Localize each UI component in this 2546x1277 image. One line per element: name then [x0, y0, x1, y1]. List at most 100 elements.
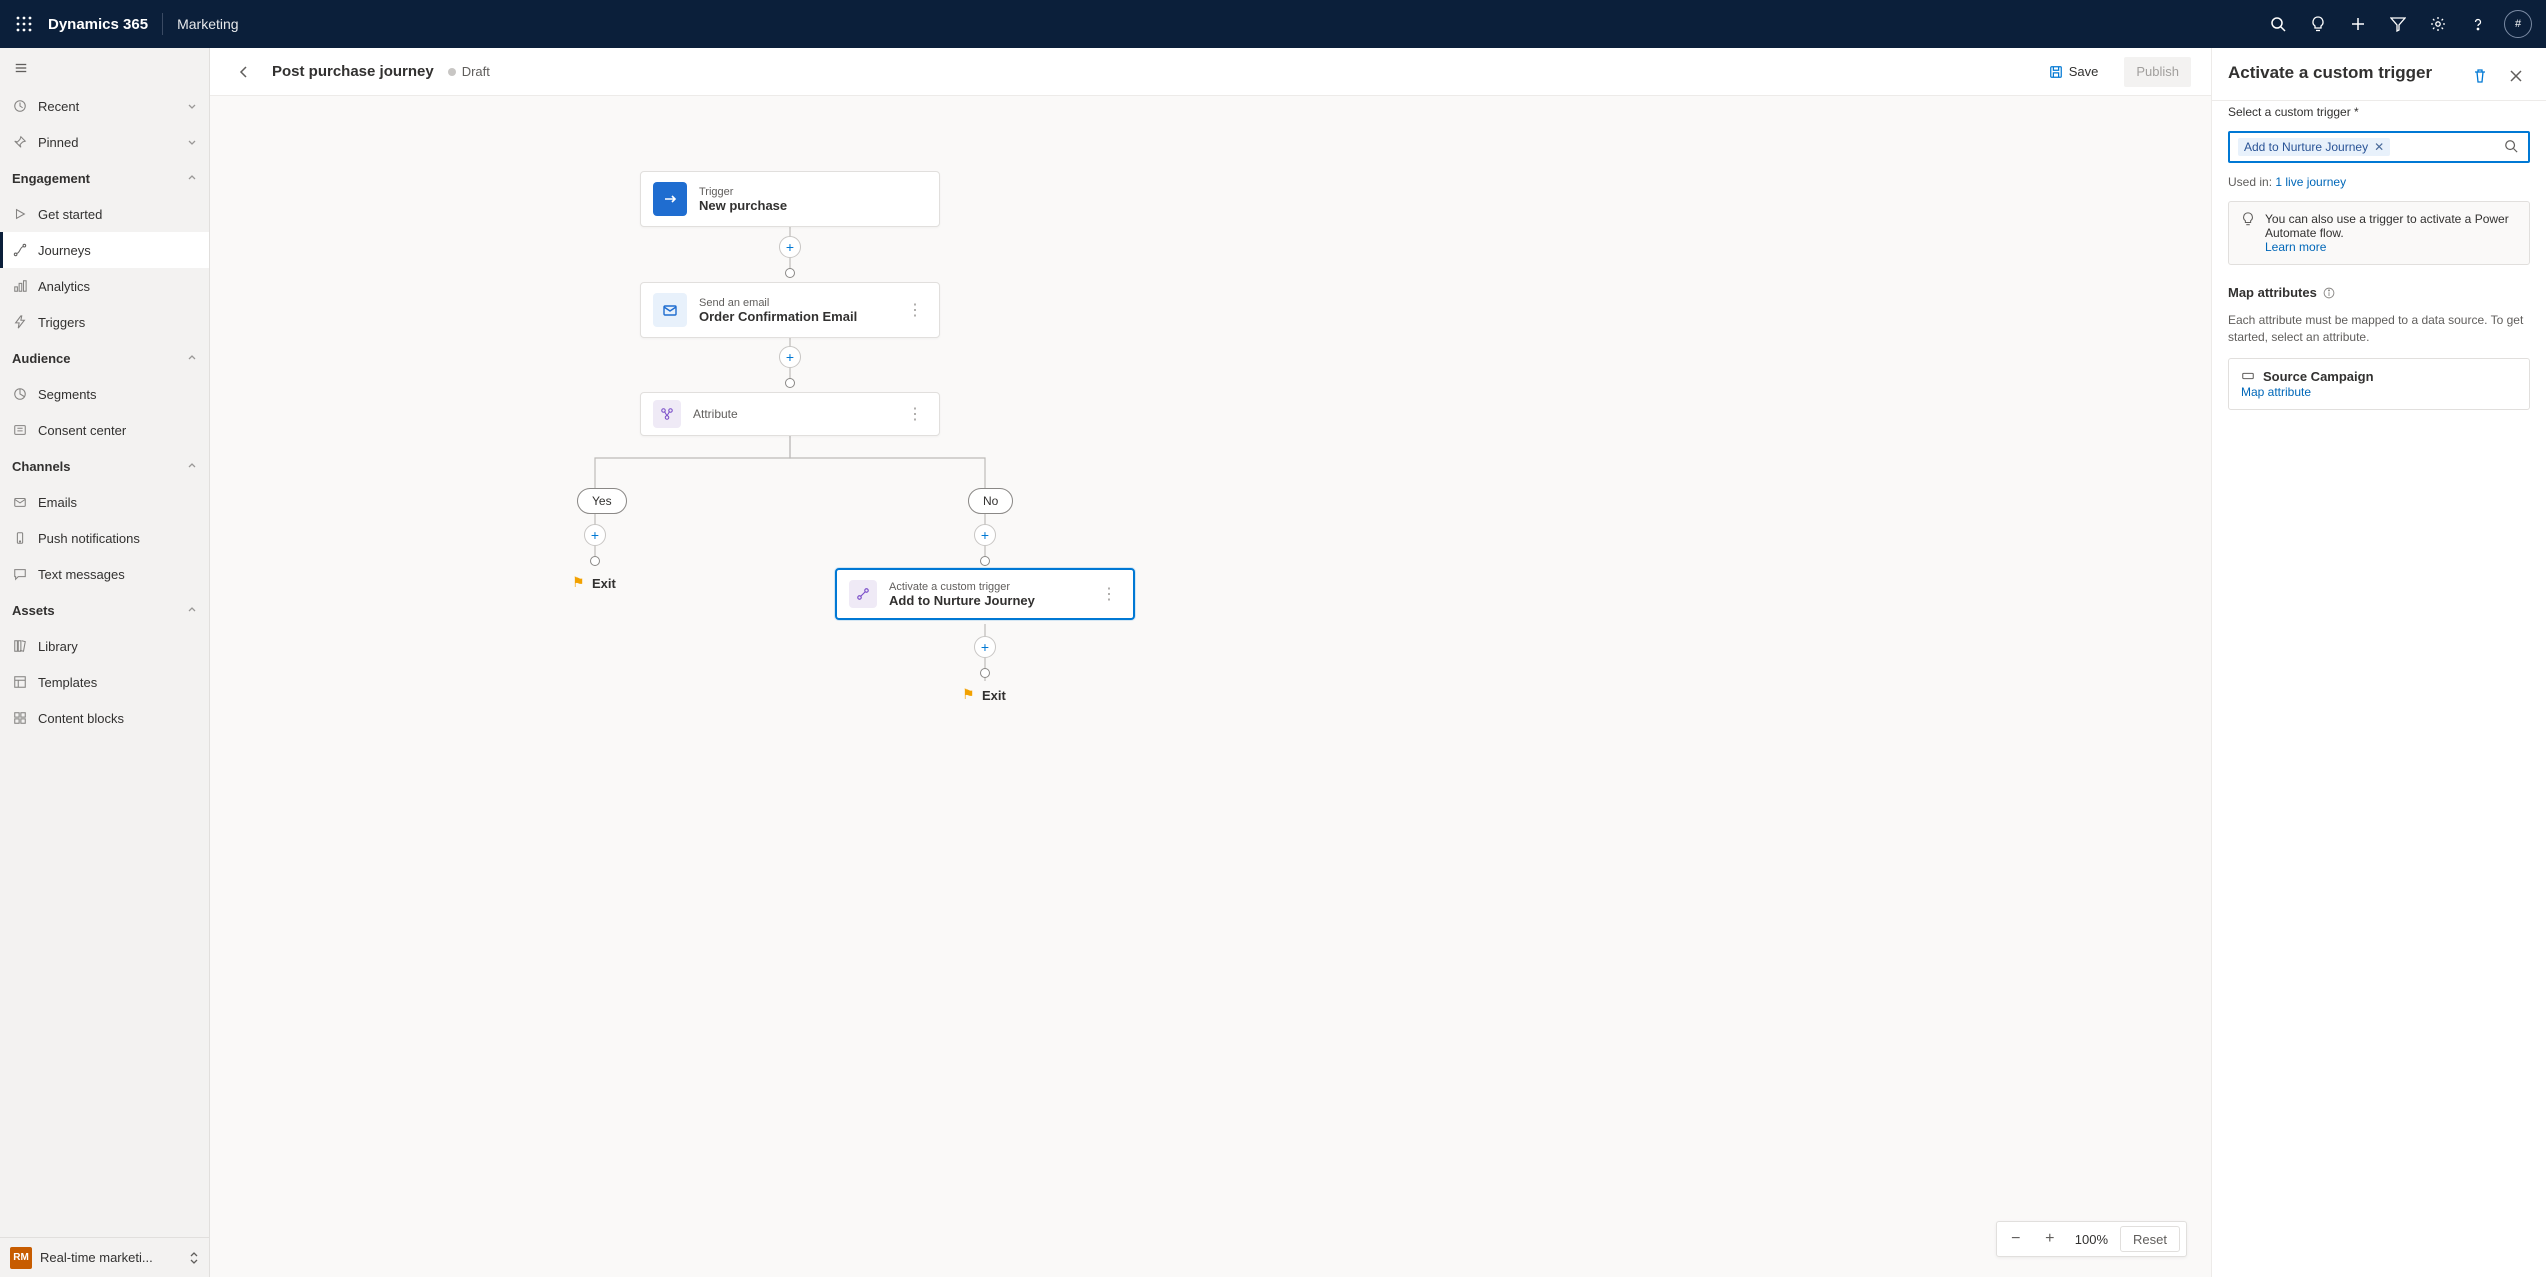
- sidebar-item-push[interactable]: Push notifications: [0, 520, 209, 556]
- main: Post purchase journey Draft Save Publish: [210, 48, 2211, 1277]
- section-title: Assets: [12, 603, 55, 618]
- used-in-link[interactable]: 1 live journey: [2275, 175, 2346, 189]
- nav-label: Consent center: [38, 423, 126, 438]
- clock-icon: [12, 99, 28, 113]
- node-email[interactable]: Send an email Order Confirmation Email ⋮: [640, 282, 940, 338]
- sidebar-item-segments[interactable]: Segments: [0, 376, 209, 412]
- sidebar-item-journeys[interactable]: Journeys: [0, 232, 209, 268]
- lookup-search-icon[interactable]: [2500, 139, 2522, 156]
- node-label: Attribute: [693, 407, 738, 421]
- sms-icon: [12, 567, 28, 581]
- trigger-icon: [12, 315, 28, 329]
- node-more-button[interactable]: ⋮: [1097, 584, 1121, 604]
- nav-label: Journeys: [38, 243, 91, 258]
- info-icon[interactable]: [2323, 287, 2335, 299]
- journey-canvas[interactable]: Trigger New purchase + Send an email Ord…: [210, 96, 2211, 1277]
- map-attributes-title: Map attributes: [2228, 285, 2530, 300]
- publish-button: Publish: [2124, 57, 2191, 87]
- area-label[interactable]: Marketing: [177, 16, 238, 32]
- node-more-button[interactable]: ⋮: [903, 300, 927, 320]
- add-step-button[interactable]: +: [974, 524, 996, 546]
- nav-label: Library: [38, 639, 78, 654]
- settings-icon[interactable]: [2418, 0, 2458, 48]
- node-attribute[interactable]: Attribute ⋮: [640, 392, 940, 436]
- sidebar-item-triggers[interactable]: Triggers: [0, 304, 209, 340]
- activate-node-icon: [849, 580, 877, 608]
- publish-label: Publish: [2136, 64, 2179, 79]
- add-step-button[interactable]: +: [584, 524, 606, 546]
- back-button[interactable]: [230, 58, 258, 86]
- attribute-card[interactable]: Source Campaign Map attribute: [2228, 358, 2530, 410]
- connector-node: [785, 378, 795, 388]
- sidebar-item-consent[interactable]: Consent center: [0, 412, 209, 448]
- filter-icon[interactable]: [2378, 0, 2418, 48]
- app-launcher[interactable]: [8, 8, 40, 40]
- section-channels[interactable]: Channels: [0, 448, 209, 484]
- branch-yes[interactable]: Yes: [577, 488, 627, 514]
- sidebar-item-analytics[interactable]: Analytics: [0, 268, 209, 304]
- nav-label: Content blocks: [38, 711, 124, 726]
- node-kicker: Trigger: [699, 186, 787, 198]
- nav-label: Text messages: [38, 567, 125, 582]
- area-switcher[interactable]: RM Real-time marketi...: [0, 1237, 209, 1277]
- section-assets[interactable]: Assets: [0, 592, 209, 628]
- sidebar-collapse[interactable]: [0, 48, 209, 88]
- add-step-button[interactable]: +: [974, 636, 996, 658]
- nav-label: Analytics: [38, 279, 90, 294]
- zoom-out-button[interactable]: −: [2003, 1226, 2029, 1252]
- node-more-button[interactable]: ⋮: [903, 404, 927, 424]
- analytics-icon: [12, 279, 28, 293]
- lightbulb-icon[interactable]: [2298, 0, 2338, 48]
- sidebar-recent[interactable]: Recent: [0, 88, 209, 124]
- sidebar-pinned[interactable]: Pinned: [0, 124, 209, 160]
- area-badge: RM: [10, 1247, 32, 1269]
- sidebar-item-templates[interactable]: Templates: [0, 664, 209, 700]
- trigger-lookup[interactable]: Add to Nurture Journey ✕: [2228, 131, 2530, 163]
- learn-more-link[interactable]: Learn more: [2265, 240, 2326, 254]
- section-audience[interactable]: Audience: [0, 340, 209, 376]
- avatar-initial: #: [2515, 18, 2521, 30]
- trigger-node-icon: [653, 182, 687, 216]
- section-title: Channels: [12, 459, 71, 474]
- sidebar-item-get-started[interactable]: Get started: [0, 196, 209, 232]
- add-step-button[interactable]: +: [779, 346, 801, 368]
- zoom-in-button[interactable]: +: [2037, 1226, 2063, 1252]
- chevron-up-icon: [187, 459, 197, 474]
- sidebar-item-sms[interactable]: Text messages: [0, 556, 209, 592]
- area-switch-label: Real-time marketi...: [40, 1250, 181, 1265]
- zoom-reset-button[interactable]: Reset: [2120, 1226, 2180, 1252]
- section-engagement[interactable]: Engagement: [0, 160, 209, 196]
- sidebar-item-library[interactable]: Library: [0, 628, 209, 664]
- node-trigger[interactable]: Trigger New purchase: [640, 171, 940, 227]
- node-activate-trigger[interactable]: Activate a custom trigger Add to Nurture…: [835, 568, 1135, 620]
- search-icon[interactable]: [2258, 0, 2298, 48]
- panel-title: Activate a custom trigger: [2228, 62, 2458, 84]
- close-button[interactable]: [2502, 62, 2530, 90]
- nav-label: Templates: [38, 675, 97, 690]
- branch-no[interactable]: No: [968, 488, 1013, 514]
- add-step-button[interactable]: +: [779, 236, 801, 258]
- field-icon: [2241, 369, 2255, 383]
- chevron-up-icon: [187, 351, 197, 366]
- hint-box: You can also use a trigger to activate a…: [2228, 201, 2530, 265]
- connector-node: [980, 668, 990, 678]
- user-avatar[interactable]: #: [2504, 10, 2532, 38]
- help-icon[interactable]: [2458, 0, 2498, 48]
- nav-divider: [162, 13, 163, 35]
- sidebar-item-blocks[interactable]: Content blocks: [0, 700, 209, 736]
- chevron-down-icon: [187, 99, 197, 114]
- exit-label: Exit: [982, 688, 1006, 703]
- section-title: Engagement: [12, 171, 90, 186]
- sidebar-item-emails[interactable]: Emails: [0, 484, 209, 520]
- flag-icon: ⚑: [962, 686, 975, 703]
- chevron-up-icon: [187, 171, 197, 186]
- save-button[interactable]: Save: [2037, 57, 2111, 87]
- add-icon[interactable]: [2338, 0, 2378, 48]
- nav-label: Segments: [38, 387, 97, 402]
- chip-remove[interactable]: ✕: [2374, 140, 2384, 154]
- flag-icon: ⚑: [572, 574, 585, 591]
- map-attribute-link[interactable]: Map attribute: [2241, 385, 2311, 399]
- hint-text: You can also use a trigger to activate a…: [2265, 212, 2509, 240]
- email-icon: [12, 495, 28, 509]
- delete-button[interactable]: [2466, 62, 2494, 90]
